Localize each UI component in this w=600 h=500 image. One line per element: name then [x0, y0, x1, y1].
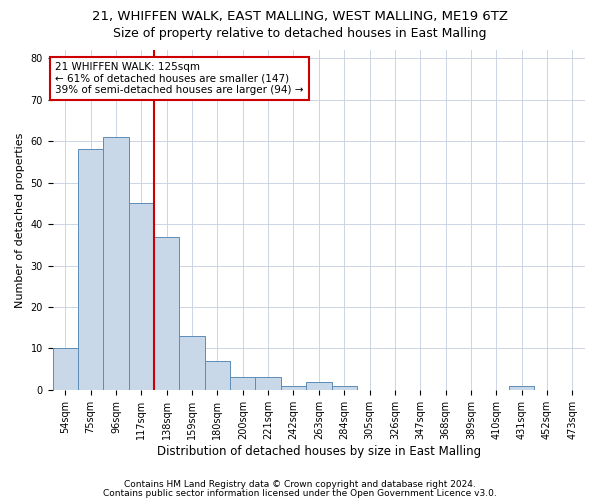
Bar — [256, 378, 281, 390]
Bar — [306, 382, 332, 390]
Bar — [332, 386, 357, 390]
Text: Contains HM Land Registry data © Crown copyright and database right 2024.: Contains HM Land Registry data © Crown c… — [124, 480, 476, 489]
X-axis label: Distribution of detached houses by size in East Malling: Distribution of detached houses by size … — [157, 444, 481, 458]
Y-axis label: Number of detached properties: Number of detached properties — [15, 132, 25, 308]
Bar — [78, 150, 103, 390]
Bar — [154, 236, 179, 390]
Text: Size of property relative to detached houses in East Malling: Size of property relative to detached ho… — [113, 28, 487, 40]
Bar — [129, 204, 154, 390]
Bar — [53, 348, 78, 390]
Bar — [179, 336, 205, 390]
Bar — [103, 137, 129, 390]
Bar — [509, 386, 535, 390]
Text: Contains public sector information licensed under the Open Government Licence v3: Contains public sector information licen… — [103, 489, 497, 498]
Bar — [230, 378, 256, 390]
Text: 21, WHIFFEN WALK, EAST MALLING, WEST MALLING, ME19 6TZ: 21, WHIFFEN WALK, EAST MALLING, WEST MAL… — [92, 10, 508, 23]
Bar — [205, 361, 230, 390]
Text: 21 WHIFFEN WALK: 125sqm
← 61% of detached houses are smaller (147)
39% of semi-d: 21 WHIFFEN WALK: 125sqm ← 61% of detache… — [55, 62, 304, 95]
Bar — [281, 386, 306, 390]
